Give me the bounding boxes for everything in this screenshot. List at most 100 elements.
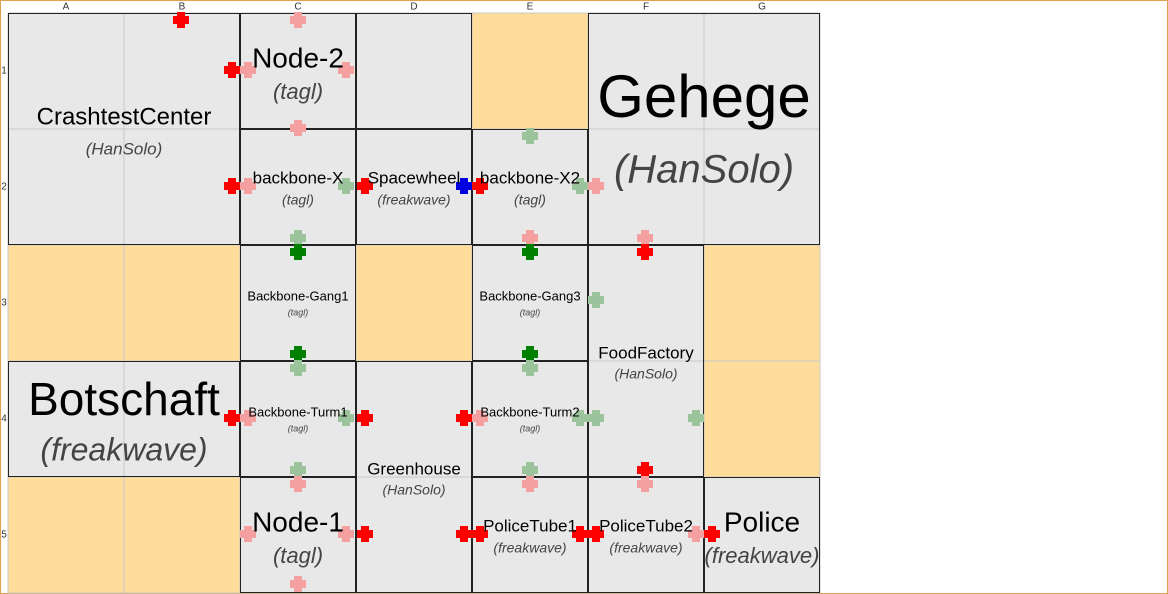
connector [588, 526, 604, 542]
connector [240, 410, 256, 426]
connector-arm [177, 12, 185, 28]
connector-arm [294, 360, 302, 376]
connector [456, 526, 472, 542]
module-bg [356, 129, 472, 245]
connector-arm [592, 178, 600, 194]
module-name: Spacewheel [368, 168, 461, 187]
connector [357, 410, 373, 426]
module-name: Node-2 [252, 42, 344, 73]
connector-arm [576, 410, 584, 426]
module-name: Backbone-Turm1 [248, 404, 347, 419]
connector [688, 526, 704, 542]
empty-cell [704, 361, 820, 477]
connector [456, 410, 472, 426]
module-owner: (tagl) [282, 192, 314, 208]
row-label: 1 [1, 66, 7, 77]
connector [290, 576, 306, 592]
connector-arm [576, 526, 584, 542]
module-owner: (tagl) [514, 192, 546, 208]
connector-arm [708, 526, 716, 542]
connector [240, 526, 256, 542]
module-name: Gehege [597, 63, 811, 130]
connector [224, 62, 240, 78]
connector-arm [526, 360, 534, 376]
connector-arm [526, 128, 534, 144]
connector [240, 178, 256, 194]
connector [572, 178, 588, 194]
connector [522, 128, 538, 144]
connector-arm [460, 178, 468, 194]
connector-arm [228, 410, 236, 426]
module-owner: (freakwave) [377, 192, 450, 208]
empty-cell [8, 477, 124, 593]
connector [588, 178, 604, 194]
module-bg [472, 129, 588, 245]
cell-border [356, 13, 472, 129]
module-name: Greenhouse [367, 459, 461, 478]
module-owner: (tagl) [520, 307, 541, 317]
connector [290, 244, 306, 260]
module-bg [240, 13, 356, 129]
connector [290, 120, 306, 136]
connector-arm [641, 230, 649, 246]
connector-arm [361, 410, 369, 426]
module-name: FoodFactory [598, 343, 694, 362]
module-name: Backbone-Gang1 [247, 288, 348, 303]
connector [456, 178, 472, 194]
module-name: backbone-X [253, 168, 344, 187]
connector-arm [294, 120, 302, 136]
module-name: CrashtestCenter [37, 103, 212, 130]
module-owner: (tagl) [273, 79, 323, 104]
connector [338, 178, 354, 194]
connector [572, 410, 588, 426]
connector [290, 230, 306, 246]
connector-arm [476, 410, 484, 426]
connector-arm [294, 462, 302, 478]
module-bg [704, 477, 820, 593]
module-bg [472, 477, 588, 593]
connector [522, 244, 538, 260]
connector-arm [294, 230, 302, 246]
column-label: D [410, 2, 417, 13]
connector [472, 178, 488, 194]
module-owner: (freakwave) [609, 540, 682, 556]
connector-arm [244, 526, 252, 542]
connector-arm [361, 178, 369, 194]
connector-arm [476, 178, 484, 194]
connector-arm [294, 476, 302, 492]
connector [290, 476, 306, 492]
connector-arm [592, 292, 600, 308]
connector [357, 178, 373, 194]
connector [338, 62, 354, 78]
connector [688, 410, 704, 426]
connector-arm [294, 12, 302, 28]
connector-arm [294, 346, 302, 362]
column-label: B [179, 2, 186, 13]
connector-arm [294, 244, 302, 260]
module-name: Police [724, 506, 800, 537]
connector [338, 526, 354, 542]
connector-arm [342, 410, 350, 426]
column-label: G [758, 2, 766, 13]
connector [357, 526, 373, 542]
connector [522, 360, 538, 376]
unused-cell [356, 13, 472, 129]
connector-arm [526, 244, 534, 260]
connector [637, 462, 653, 478]
connector [290, 346, 306, 362]
column-label: E [527, 2, 534, 13]
row-label: 5 [1, 530, 7, 541]
row-label: 2 [1, 182, 7, 193]
module-bg [240, 477, 356, 593]
connector-arm [592, 410, 600, 426]
empty-cell [124, 477, 240, 593]
module-name: Backbone-Turm2 [480, 404, 579, 419]
connector-arm [592, 526, 600, 542]
connector-arm [460, 410, 468, 426]
empty-cell [356, 245, 472, 361]
connector [224, 410, 240, 426]
connector-arm [692, 526, 700, 542]
module-bg [240, 129, 356, 245]
connector-arm [576, 178, 584, 194]
connector [290, 462, 306, 478]
